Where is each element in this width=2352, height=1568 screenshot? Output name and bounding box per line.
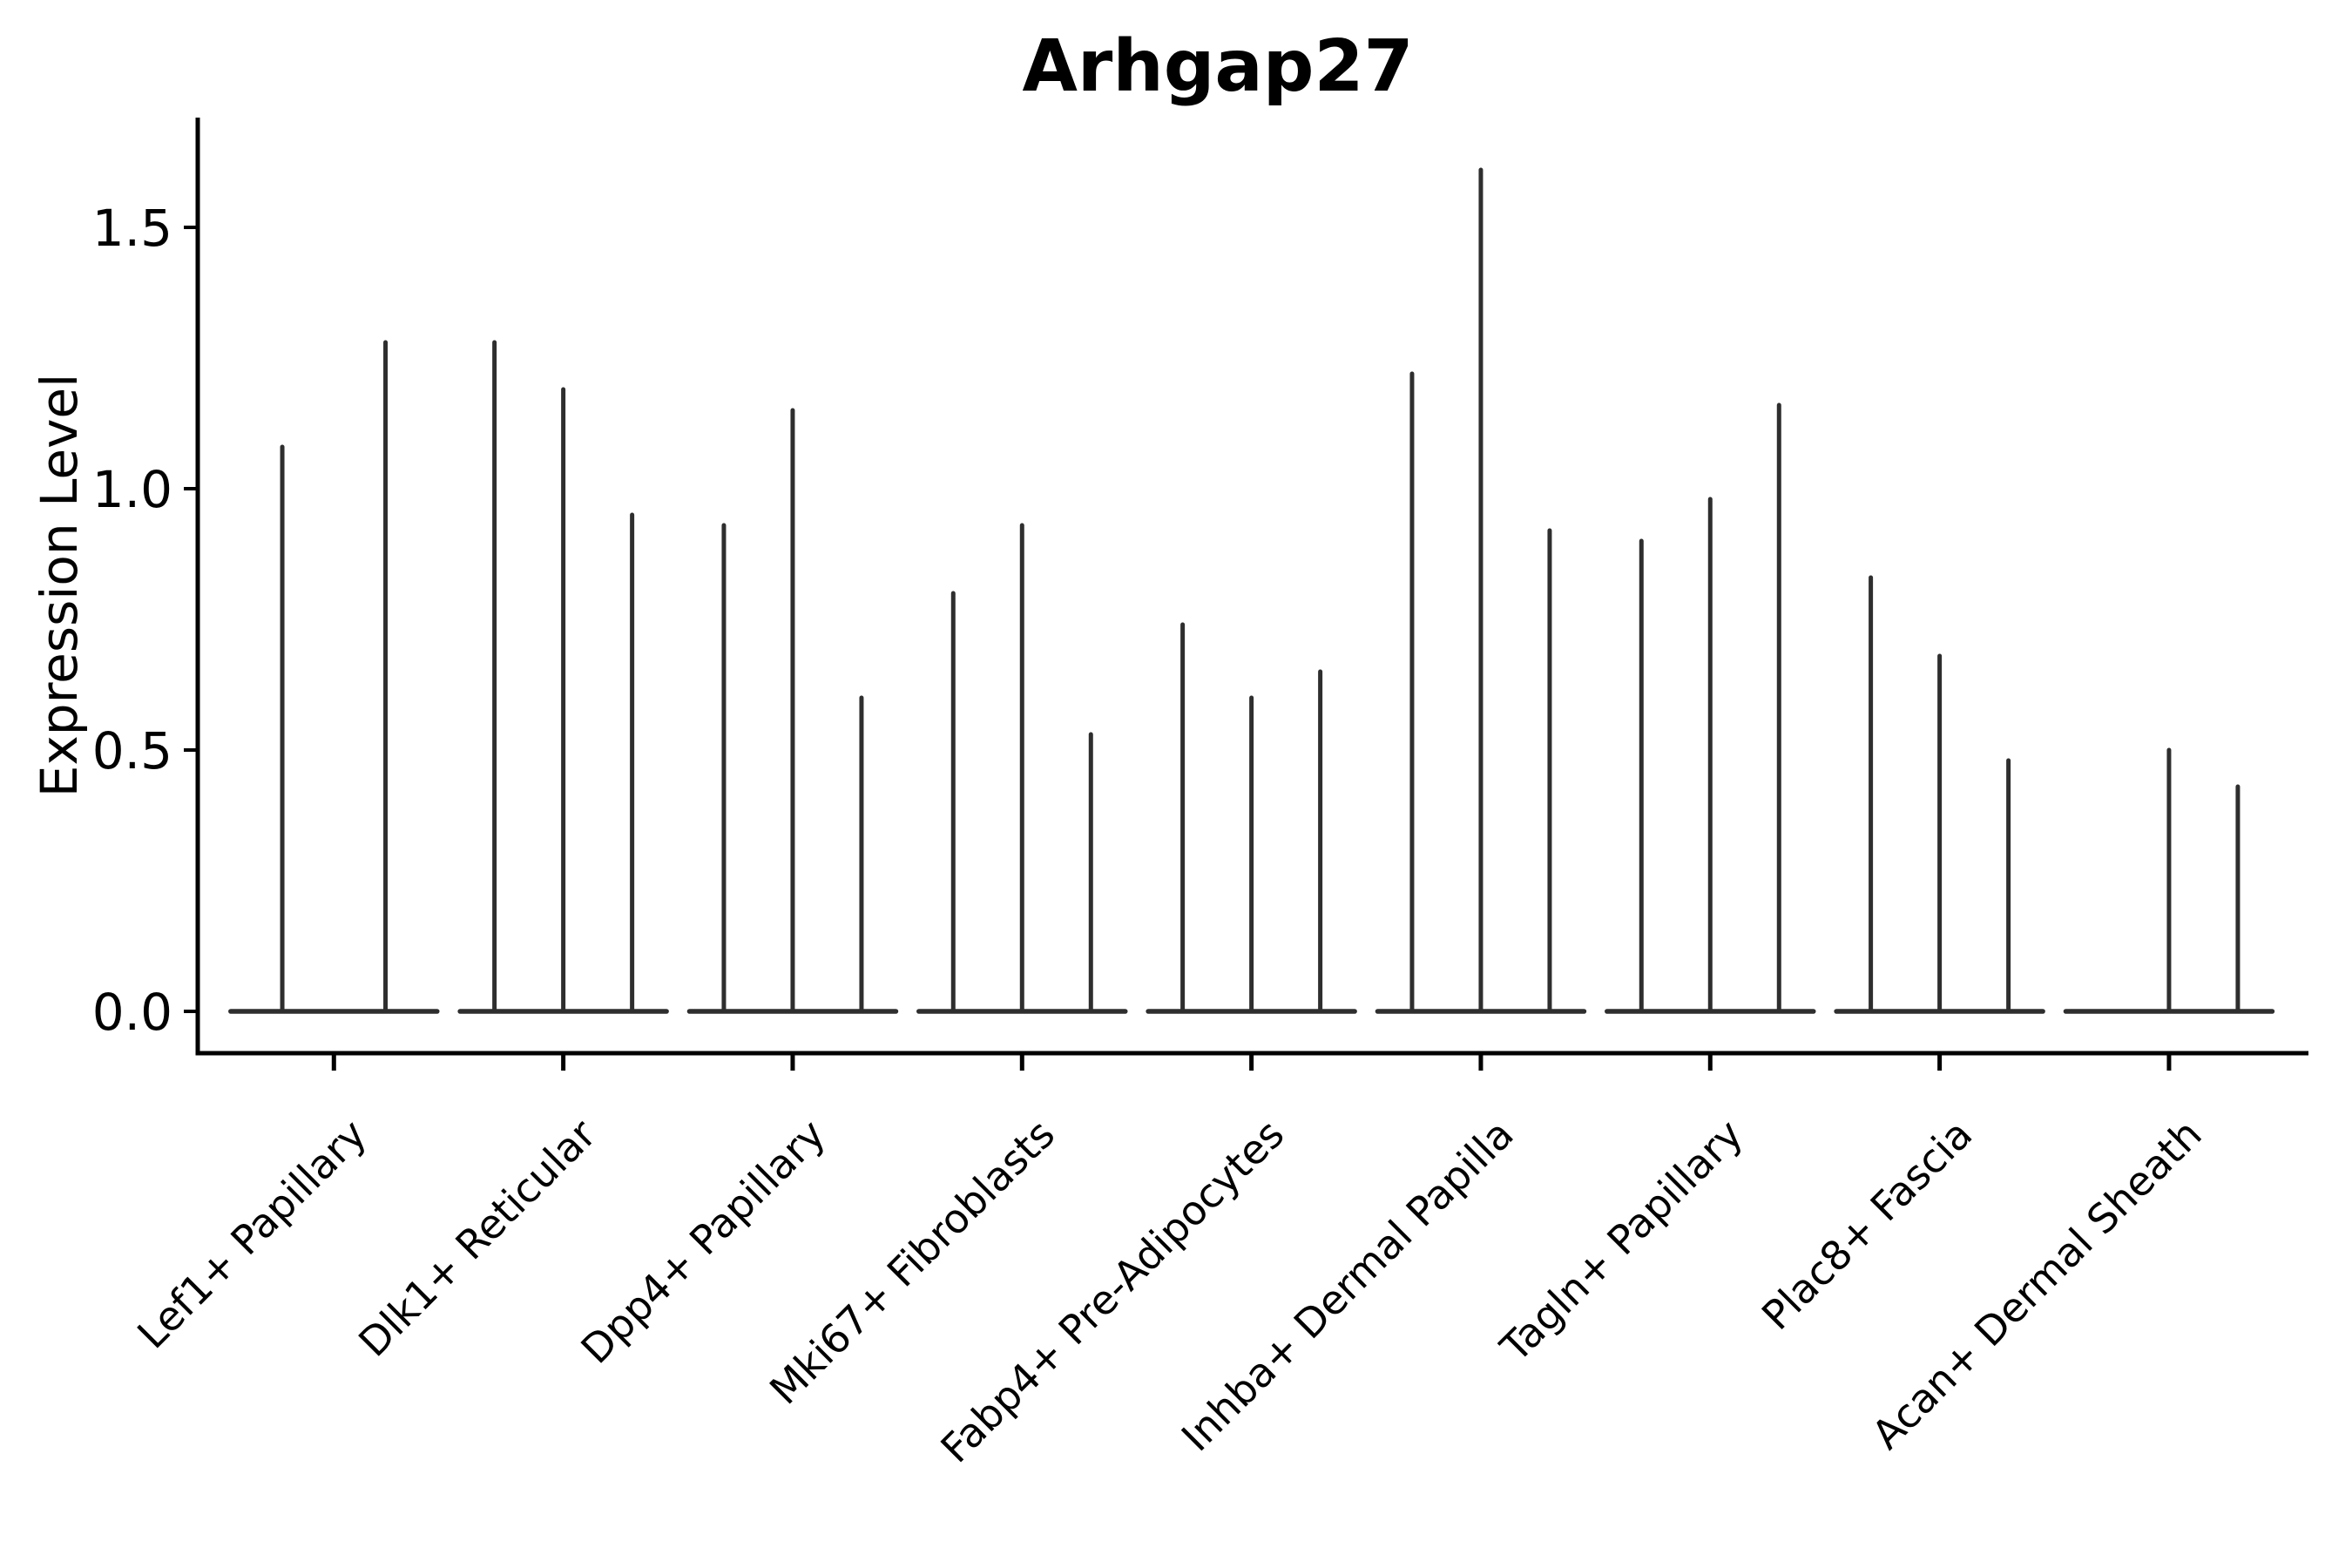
violins-layer (228, 167, 2275, 1014)
x-tick-label: Tagln+ Papillary (1490, 1111, 1752, 1372)
x-tick-label: Dlk1+ Reticular (349, 1111, 605, 1366)
y-tick-label: 1.0 (92, 460, 172, 519)
x-tick-label: Plac8+ Fascia (1753, 1111, 1981, 1339)
x-tick-label: Dpp4+ Papillary (572, 1111, 835, 1373)
chart-title: Arhgap27 (1022, 25, 1413, 108)
x-tick-label: Lef1+ Papillary (128, 1111, 375, 1358)
y-axis-title: Expression Level (30, 374, 89, 797)
y-tick-label: 0.0 (92, 983, 172, 1042)
y-tick-label: 0.5 (92, 721, 172, 781)
y-tick-label: 1.5 (92, 199, 172, 258)
x-axis-ticks-layer (331, 1055, 2172, 1071)
y-axis-ticks-layer: 0.0 0.5 1.0 1.5 (92, 199, 198, 1042)
